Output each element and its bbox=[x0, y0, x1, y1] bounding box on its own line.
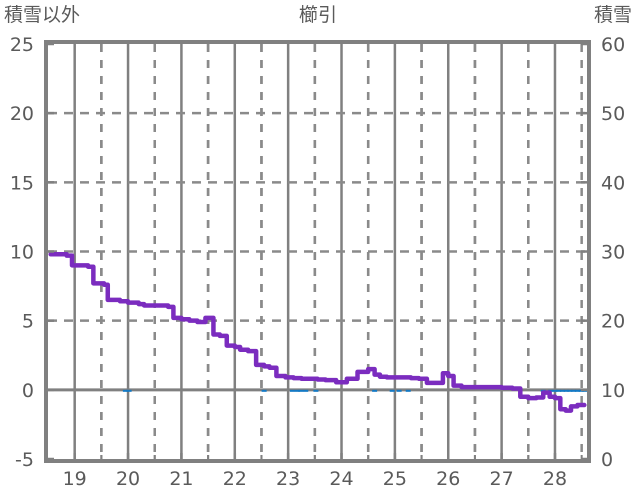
xtick-label: 25 bbox=[383, 468, 407, 490]
axis-ticks bbox=[46, 42, 589, 461]
bar bbox=[313, 389, 319, 392]
xtick-label: 26 bbox=[436, 468, 460, 490]
ytick-label-left: -5 bbox=[15, 449, 34, 471]
bar bbox=[261, 389, 267, 392]
bar bbox=[372, 389, 378, 392]
major-gridlines bbox=[48, 44, 587, 459]
bar bbox=[571, 389, 577, 392]
ytick-label-right: 40 bbox=[601, 172, 625, 194]
bar bbox=[574, 389, 580, 392]
ytick-label-left: 5 bbox=[22, 311, 34, 333]
bar bbox=[289, 389, 295, 392]
snow-depth-bars bbox=[122, 389, 588, 392]
ytick-label-right: 20 bbox=[601, 311, 625, 333]
bar bbox=[563, 389, 569, 392]
bar bbox=[126, 389, 132, 392]
bar bbox=[303, 389, 309, 392]
ytick-label-right: 50 bbox=[601, 103, 625, 125]
bar bbox=[567, 389, 573, 392]
bar bbox=[396, 389, 402, 392]
xtick-label: 23 bbox=[276, 468, 300, 490]
ytick-label-right: 30 bbox=[601, 242, 625, 264]
bar bbox=[405, 389, 411, 392]
series-line bbox=[48, 252, 587, 413]
ytick-label-left: 0 bbox=[22, 380, 34, 402]
bar bbox=[556, 389, 562, 392]
ytick-label-right: 60 bbox=[601, 34, 625, 56]
bar bbox=[389, 389, 395, 392]
ytick-label-left: 20 bbox=[10, 103, 34, 125]
ytick-label-right: 0 bbox=[601, 449, 613, 471]
xtick-label: 21 bbox=[169, 468, 193, 490]
xtick-label: 22 bbox=[223, 468, 247, 490]
xtick-label: 24 bbox=[329, 468, 353, 490]
bar bbox=[294, 389, 300, 392]
left-axis-title: 積雪以外 bbox=[4, 4, 81, 26]
line-path bbox=[48, 252, 587, 413]
xtick-label: 27 bbox=[490, 468, 514, 490]
bar bbox=[559, 389, 565, 392]
bar bbox=[552, 389, 558, 392]
bar bbox=[298, 389, 304, 392]
ytick-label-left: 25 bbox=[10, 34, 34, 56]
bar bbox=[122, 389, 128, 392]
ytick-label-left: 10 bbox=[10, 242, 34, 264]
xtick-label: 28 bbox=[543, 468, 567, 490]
xtick-label: 19 bbox=[63, 468, 87, 490]
xtick-label: 20 bbox=[116, 468, 140, 490]
ytick-label-left: 15 bbox=[10, 172, 34, 194]
right-axis-title: 積雪 bbox=[593, 4, 632, 26]
chart-title: 櫛引 bbox=[298, 4, 337, 26]
ytick-label-right: 10 bbox=[601, 380, 625, 402]
